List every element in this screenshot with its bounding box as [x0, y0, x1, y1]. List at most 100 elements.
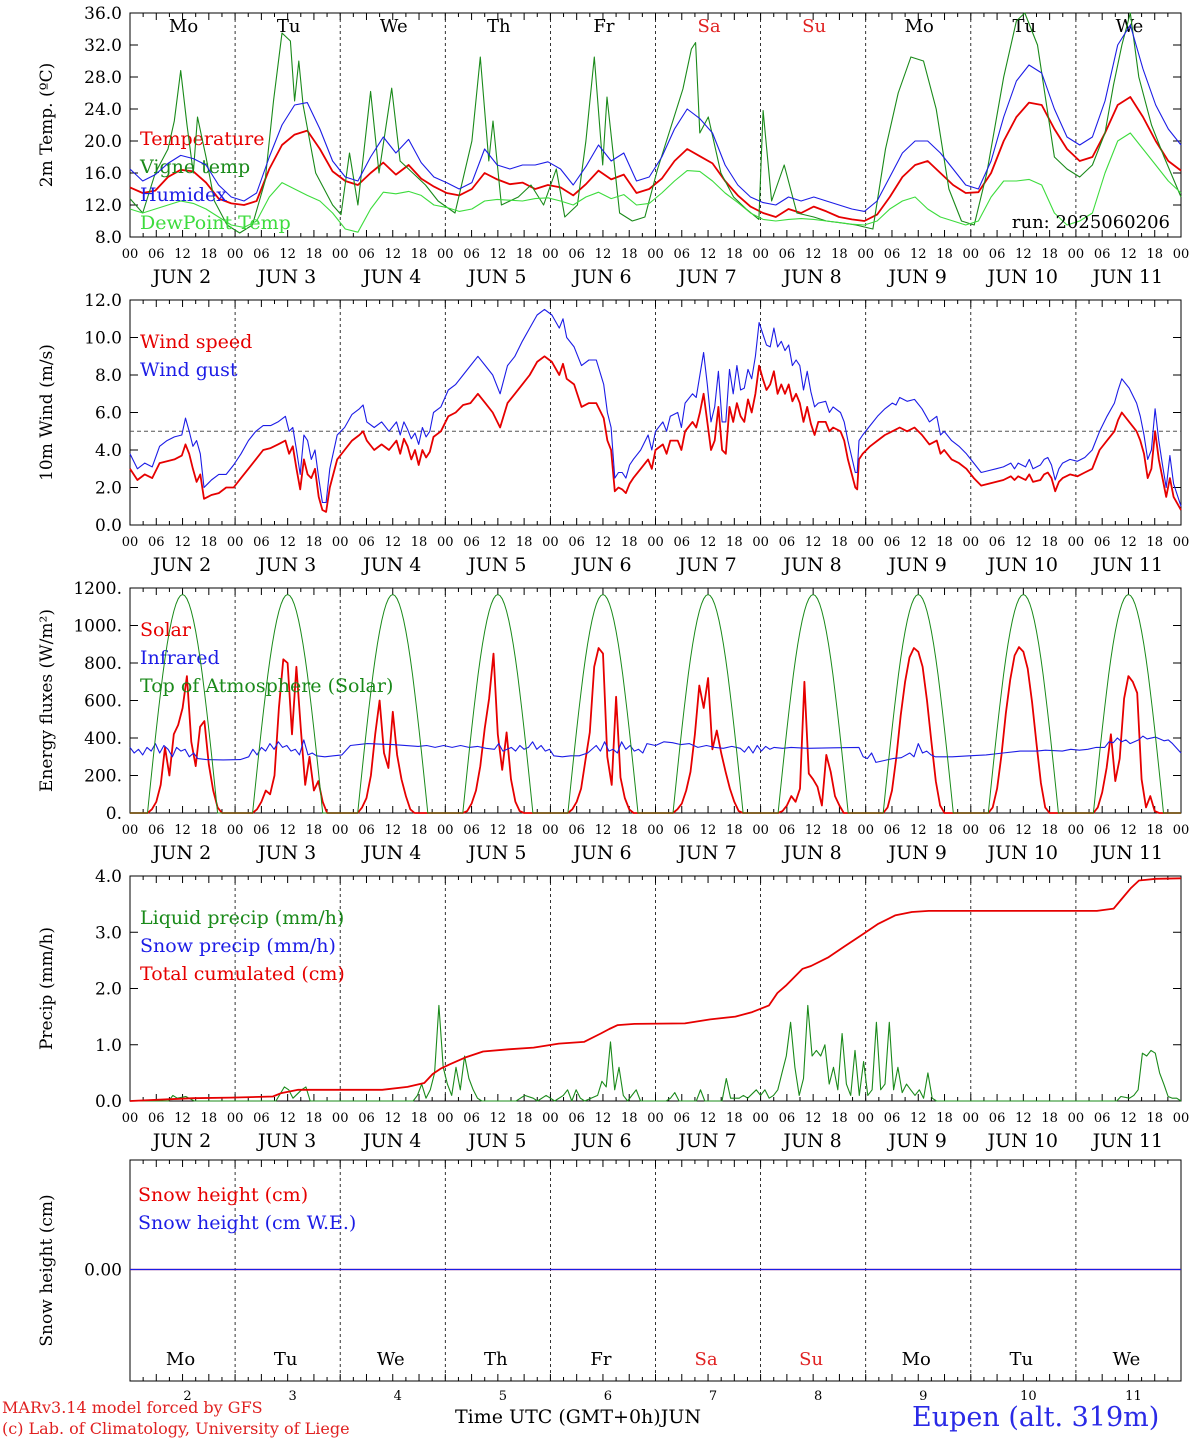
hour-label: 06 [989, 535, 1006, 550]
hour-label: 18 [201, 535, 218, 550]
hour-label: 18 [1041, 1111, 1058, 1126]
hour-label: 12 [910, 535, 927, 550]
hour-label: 12 [1120, 1111, 1137, 1126]
hour-label: 12 [700, 823, 717, 838]
day-label: JUN 7 [676, 842, 736, 864]
y-tick-label: 12.0 [84, 291, 122, 311]
y-tick-label: 0.00 [84, 1261, 122, 1281]
hour-label: 12 [700, 535, 717, 550]
hour-label: 18 [1146, 823, 1163, 838]
hour-label: 06 [463, 823, 480, 838]
hour-label: 18 [726, 823, 743, 838]
y-tick-label: 32.0 [84, 36, 122, 56]
panel-frame [129, 12, 1182, 238]
hour-label: 12 [805, 247, 822, 262]
day-number-label: 8 [814, 1389, 822, 1404]
weekday-label: Th [487, 16, 511, 37]
hour-label: 18 [1146, 247, 1163, 262]
day-label: JUN 4 [361, 1130, 421, 1152]
hour-label: 12 [595, 247, 612, 262]
hour-label: 06 [779, 1111, 796, 1126]
hour-label: 06 [779, 247, 796, 262]
day-label: JUN 10 [986, 842, 1058, 864]
hour-label: 06 [253, 535, 270, 550]
series-line [129, 877, 1182, 1102]
hour-label: 00 [227, 1111, 244, 1126]
hour-label: 12 [1120, 535, 1137, 550]
hour-label: 00 [1068, 247, 1085, 262]
hour-label: 00 [752, 823, 769, 838]
legend-entry: Wind gust [140, 359, 238, 381]
day-label: JUN 3 [256, 554, 316, 576]
day-label: JUN 9 [887, 1130, 947, 1152]
series-line [129, 96, 1182, 222]
day-label: JUN 3 [256, 266, 316, 288]
panel-frame [129, 299, 1182, 526]
day-label: JUN 11 [1091, 554, 1163, 576]
hour-label: 00 [227, 823, 244, 838]
series-line [130, 594, 1181, 814]
hour-label: 06 [884, 823, 901, 838]
hour-label: 12 [174, 1111, 191, 1126]
legend-entry: Snow height (cm) [138, 1184, 308, 1206]
hour-label: 00 [647, 535, 664, 550]
weekday-label: We [380, 16, 408, 37]
hour-label: 06 [989, 1111, 1006, 1126]
y-tick-label: 2.0 [95, 479, 122, 499]
hour-label: 12 [279, 823, 296, 838]
weekday-label: Fr [590, 1349, 611, 1370]
y-tick-label: 800. [84, 654, 122, 674]
hour-label: 00 [122, 823, 139, 838]
hour-label: 00 [752, 1111, 769, 1126]
hour-label: 18 [621, 1111, 638, 1126]
weekday-label: We [377, 1349, 405, 1370]
panel-4: 0.0 1.0 2.0 3.0 4.0 Precip (mm/h) Liquid preci… [37, 867, 1189, 1152]
hour-label: 12 [279, 247, 296, 262]
hour-label: 00 [542, 823, 559, 838]
hour-label: 00 [752, 535, 769, 550]
hour-label: 12 [700, 1111, 717, 1126]
hour-label: 12 [1015, 535, 1032, 550]
hour-label: 00 [332, 823, 349, 838]
day-label: JUN 5 [466, 266, 526, 288]
legend-entry: Snow height (cm W.E.) [138, 1212, 356, 1234]
hour-label: 00 [963, 1111, 980, 1126]
day-label: JUN 4 [361, 842, 421, 864]
hour-label: 06 [463, 1111, 480, 1126]
hour-label: 12 [700, 247, 717, 262]
y-tick-label: 1200. [73, 579, 122, 599]
hour-label: 00 [227, 535, 244, 550]
series-line [129, 308, 1182, 507]
series-line [129, 735, 1182, 763]
hour-label: 06 [358, 823, 375, 838]
weekday-label: Mo [905, 16, 934, 37]
hour-label: 00 [1173, 535, 1190, 550]
hour-label: 18 [726, 535, 743, 550]
hour-label: 12 [490, 535, 507, 550]
weekday-label: Tu [277, 16, 301, 37]
legend-entry: Infrared [140, 647, 220, 669]
hour-label: 12 [1015, 1111, 1032, 1126]
y-tick-label: 6.0 [95, 404, 122, 424]
hour-label: 00 [437, 535, 454, 550]
day-label: JUN 11 [1091, 1130, 1163, 1152]
hour-label: 06 [989, 823, 1006, 838]
hour-label: 18 [936, 535, 953, 550]
hour-label: 06 [358, 247, 375, 262]
day-label: JUN 7 [676, 554, 736, 576]
y-tick-label: 0.0 [95, 516, 122, 536]
hour-label: 12 [1120, 823, 1137, 838]
hour-label: 18 [621, 247, 638, 262]
legend-entry: DewPoint Temp [140, 212, 291, 234]
hour-label: 06 [253, 1111, 270, 1126]
hour-label: 18 [411, 823, 428, 838]
day-number-label: 3 [289, 1389, 297, 1404]
hour-label: 18 [201, 1111, 218, 1126]
hour-label: 18 [936, 1111, 953, 1126]
station-name: Eupen (alt. 319m) [912, 1402, 1160, 1433]
hour-label: 00 [1068, 1111, 1085, 1126]
hour-label: 18 [831, 823, 848, 838]
panel-5: 0.00 Snow height (cm) Mo Tu We Th Fr Sa Su Mo Tu We… [37, 1159, 1182, 1404]
legend-entry: Top of Atmosphere (Solar) [140, 675, 393, 697]
hour-label: 06 [148, 1111, 165, 1126]
